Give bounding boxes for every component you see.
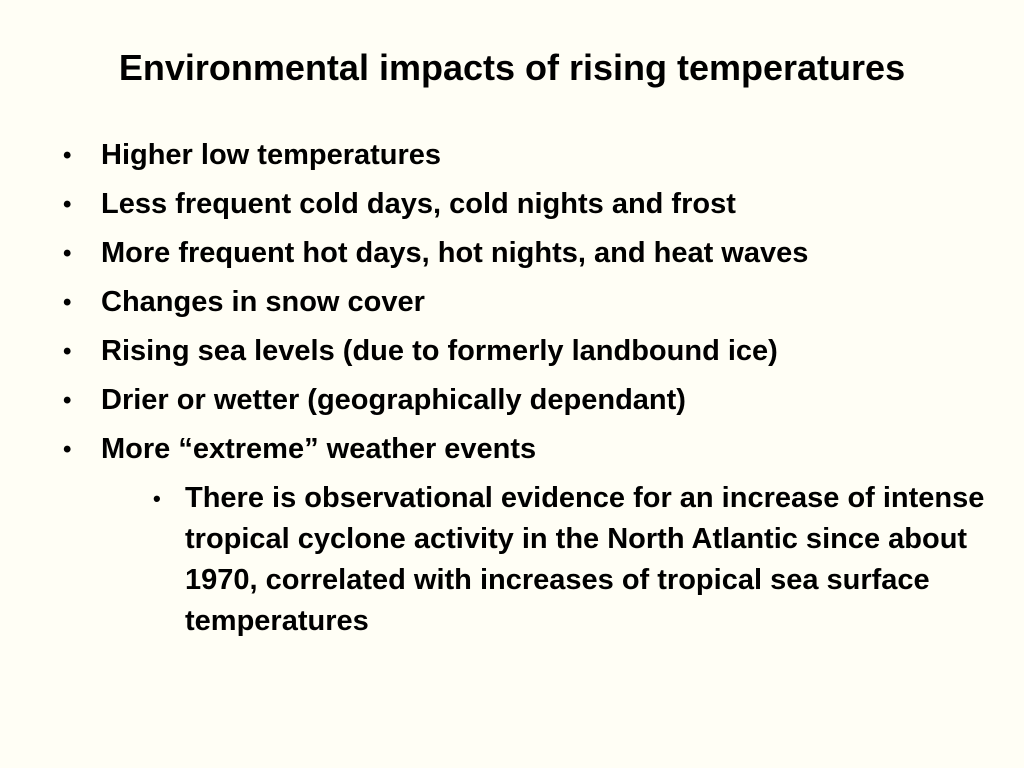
sub-bullet-text: There is observational evidence for an i… <box>185 482 985 637</box>
bullet-icon: • <box>63 436 72 463</box>
bullet-item: • More frequent hot days, hot nights, an… <box>63 229 993 278</box>
sub-bullet-item: • There is observational evidence for an… <box>153 478 1005 642</box>
bullet-item: • Rising sea levels (due to formerly lan… <box>63 327 993 376</box>
bullet-item: • Drier or wetter (geographically depend… <box>63 376 993 425</box>
bullet-icon: • <box>63 289 72 316</box>
bullet-text: Higher low temperatures <box>101 139 442 171</box>
sub-bullet-list: • There is observational evidence for an… <box>101 478 993 642</box>
bullet-icon: • <box>63 338 72 365</box>
bullet-item: • Higher low temperatures <box>63 131 993 180</box>
bullet-text: More frequent hot days, hot nights, and … <box>101 237 809 269</box>
bullet-text: Changes in snow cover <box>101 286 425 318</box>
bullet-list: • Higher low temperatures • Less frequen… <box>63 131 993 642</box>
bullet-item: • Less frequent cold days, cold nights a… <box>63 180 993 229</box>
bullet-icon: • <box>63 191 72 218</box>
sub-bullet-icon: • <box>153 486 161 511</box>
bullet-text: Less frequent cold days, cold nights and… <box>101 188 736 220</box>
bullet-icon: • <box>63 240 72 267</box>
bullet-item: • Changes in snow cover <box>63 278 993 327</box>
bullet-text: More “extreme” weather events <box>101 433 537 465</box>
bullet-icon: • <box>63 387 72 414</box>
slide-title: Environmental impacts of rising temperat… <box>118 47 906 88</box>
bullet-icon: • <box>63 142 72 169</box>
bullet-text: Rising sea levels (due to formerly landb… <box>101 335 778 367</box>
bullet-text: Drier or wetter (geographically dependan… <box>101 384 686 416</box>
bullet-item: • More “extreme” weather events • There … <box>63 425 993 642</box>
